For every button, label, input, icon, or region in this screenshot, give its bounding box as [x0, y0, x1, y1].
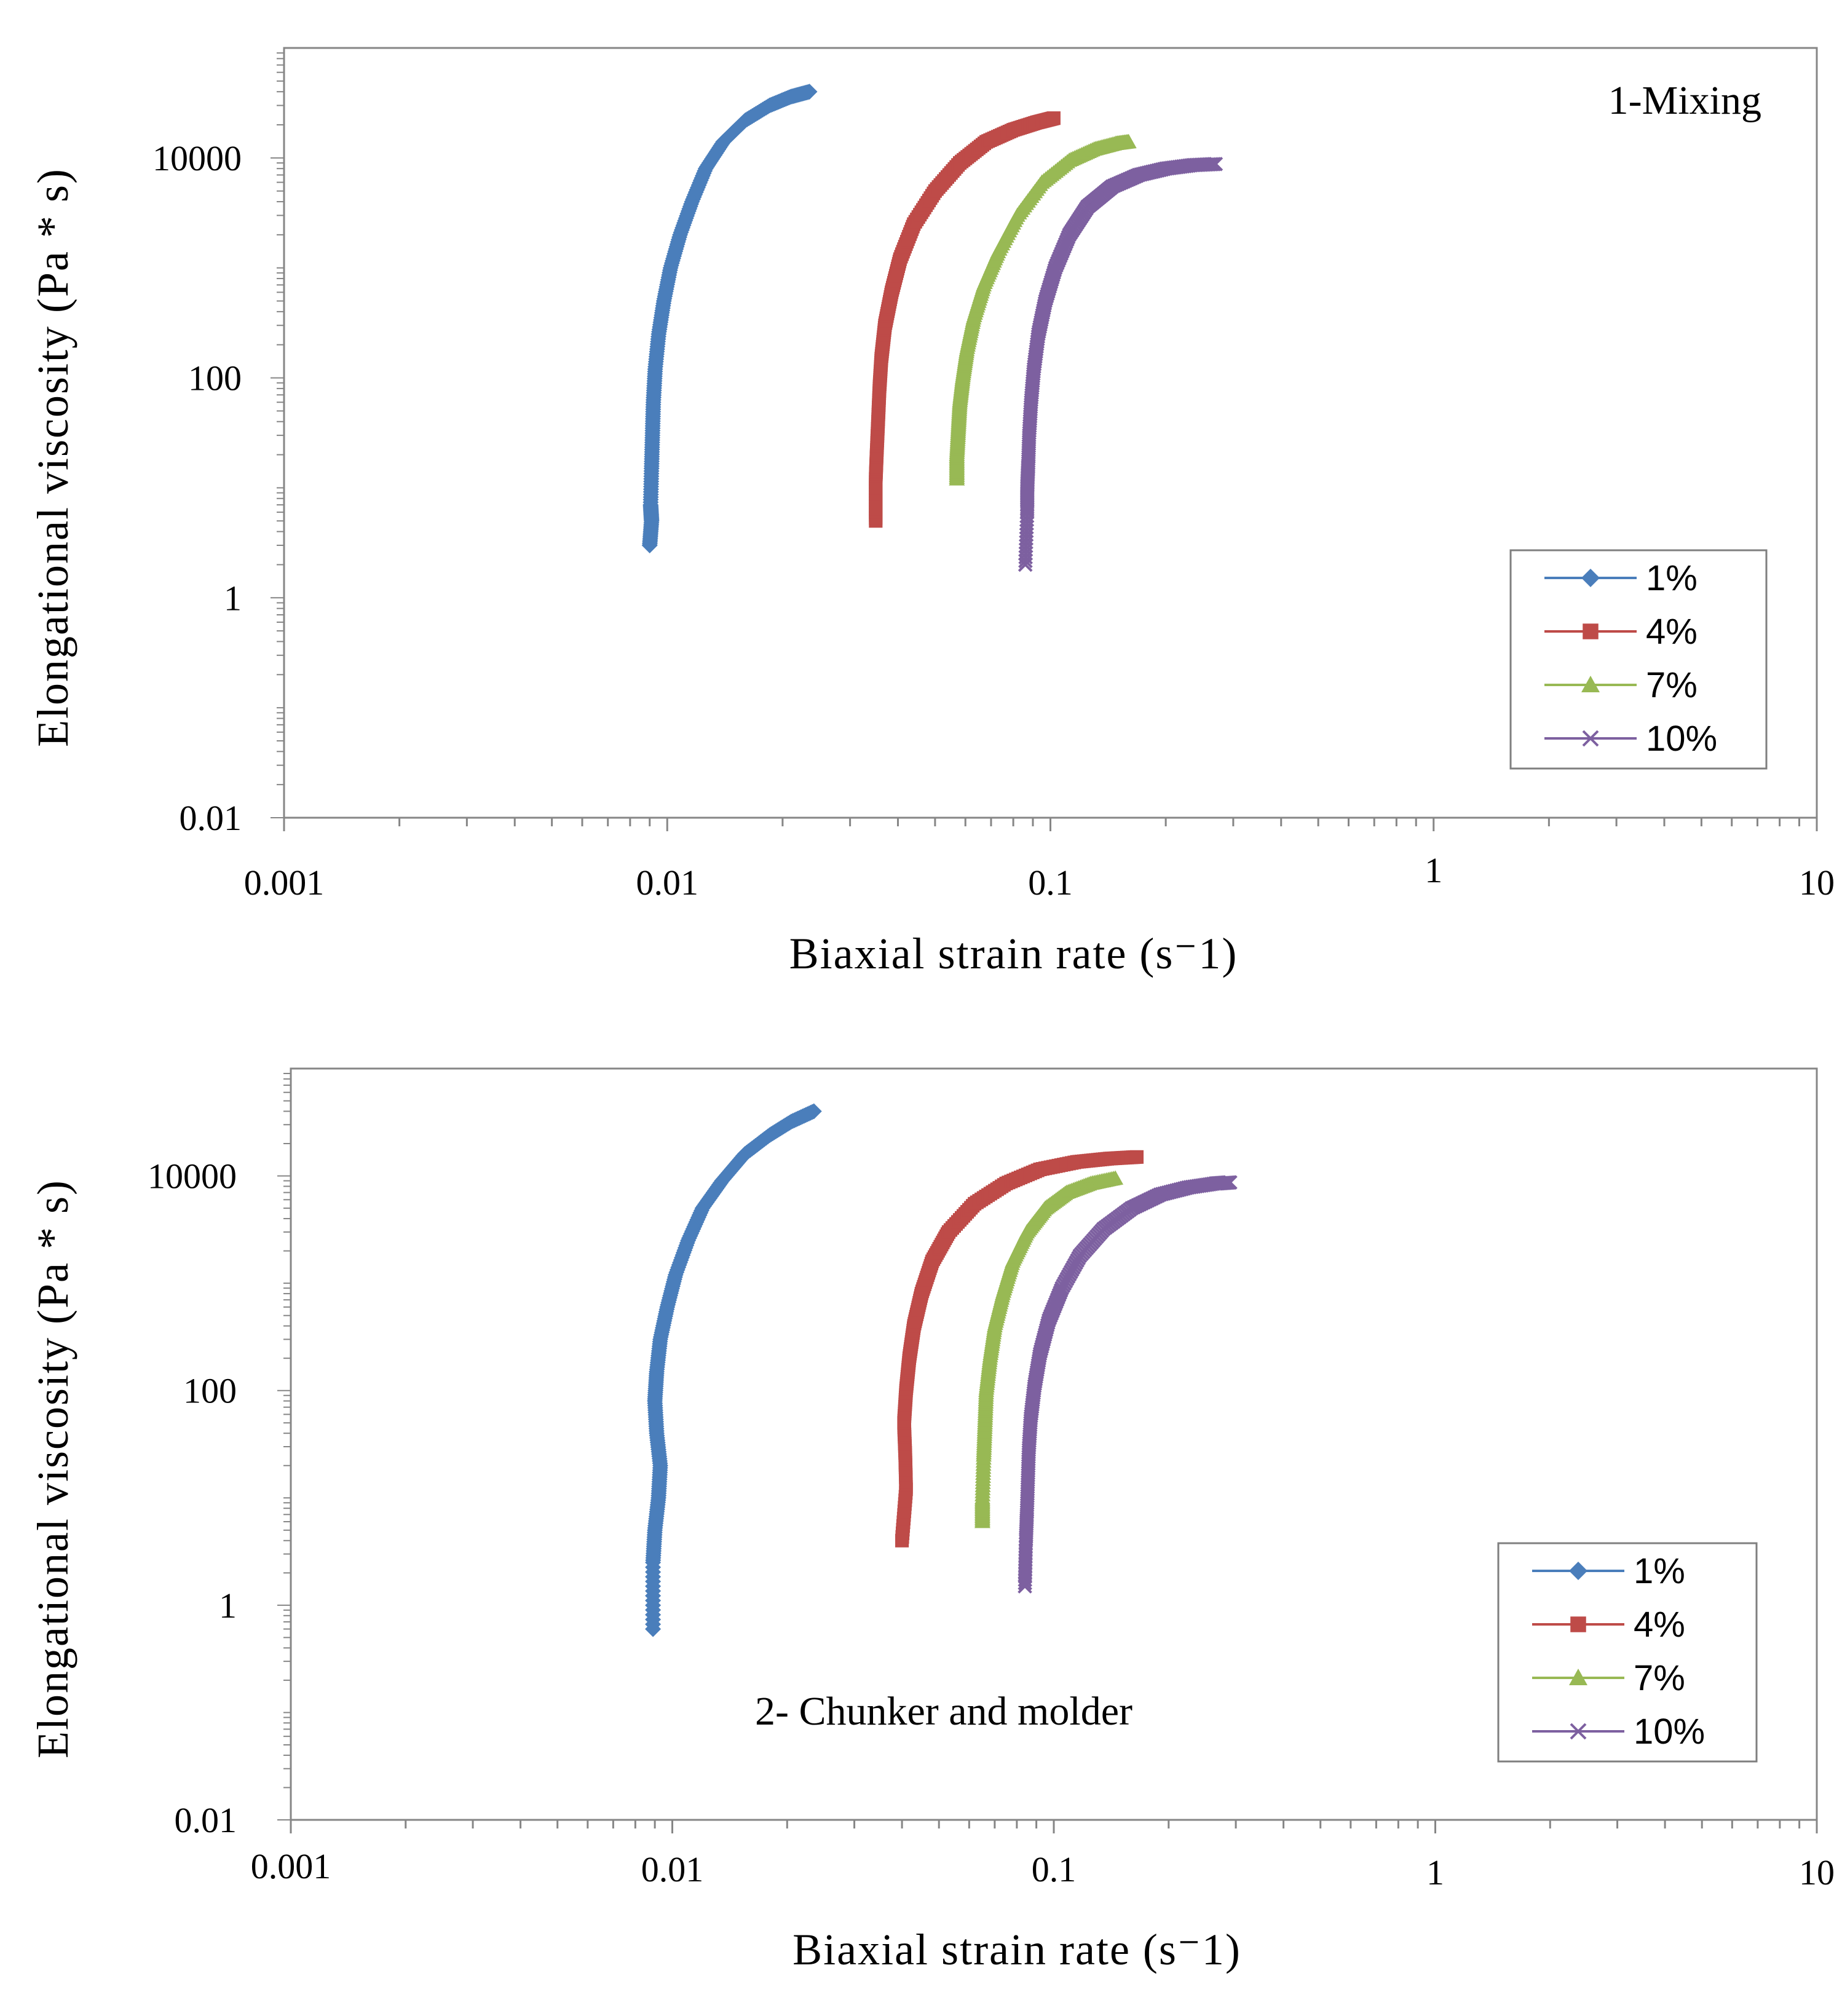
- data-point: [801, 84, 818, 100]
- legend-label: 4%: [1634, 1605, 1685, 1645]
- legend: 1% 4% 7% 10%: [1497, 1542, 1758, 1763]
- legend-item: 10%: [1532, 1712, 1705, 1752]
- legend-label: 10%: [1646, 719, 1717, 759]
- series-10pct: [1018, 1175, 1238, 1594]
- y-tick-label: 100: [188, 358, 242, 398]
- x-axis-label: Biaxial strain rate (s⁻1): [789, 929, 1238, 978]
- y-axis-ticks: [277, 1072, 291, 1820]
- x-tick-label: 0.1: [1028, 863, 1073, 903]
- triangle-marker-icon: [1581, 676, 1600, 692]
- x-marker-icon: [1570, 1723, 1587, 1740]
- series-7pct: [949, 133, 1137, 486]
- y-axis-label: Elongational viscosity (Pa * s): [28, 168, 77, 747]
- chart-chunker-molder: 0.001 0.01 0.1 1 10 0.01 1 100 10000 Biaxial stra…: [0, 1008, 1834, 2016]
- data-point: [1223, 1175, 1238, 1190]
- y-tick-label: 0.01: [175, 1800, 237, 1840]
- y-axis-label: Elongational viscosity (Pa * s): [28, 1179, 77, 1758]
- series-line: [648, 90, 810, 546]
- x-tick-label: 0.001: [244, 863, 325, 903]
- x-tick-label: 10: [1799, 863, 1834, 903]
- series-7pct: [974, 1170, 1124, 1528]
- series-line: [652, 1110, 815, 1629]
- x-tick-label: 10: [1799, 1852, 1834, 1892]
- chart-title: 1-Mixing: [1608, 78, 1761, 123]
- legend-label: 10%: [1634, 1712, 1705, 1752]
- diamond-marker-icon: [1569, 1562, 1587, 1580]
- y-tick-label: 10000: [148, 1156, 237, 1196]
- series-line: [901, 1155, 1137, 1541]
- x-tick-label: 0.01: [641, 1849, 704, 1889]
- legend: 1% 4% 7% 10%: [1509, 549, 1768, 770]
- y-tick-label: 1: [219, 1586, 237, 1626]
- legend-label: 1%: [1634, 1551, 1685, 1591]
- legend-item: 10%: [1544, 719, 1717, 759]
- x-tick-label: 0.001: [251, 1846, 331, 1886]
- x-axis-ticks: [290, 1820, 1818, 1833]
- x-tick-label: 1: [1425, 850, 1442, 890]
- square-marker-icon: [1570, 1616, 1586, 1632]
- square-marker-icon: [1583, 623, 1599, 639]
- legend-item: 7%: [1532, 1658, 1685, 1698]
- series-4pct: [869, 111, 1061, 528]
- legend-item: 4%: [1532, 1605, 1685, 1645]
- legend-label: 1%: [1646, 558, 1698, 598]
- data-point: [805, 1103, 822, 1120]
- y-tick-label: 10000: [152, 138, 242, 178]
- y-tick-label: 1: [224, 578, 242, 618]
- data-point: [1120, 133, 1137, 149]
- legend-box: [1497, 1542, 1758, 1763]
- legend-item: 4%: [1544, 612, 1698, 652]
- legend-item: 1%: [1532, 1551, 1685, 1591]
- x-tick-label: 1: [1426, 1852, 1444, 1892]
- y-tick-label: 100: [183, 1371, 237, 1411]
- series-1pct: [645, 1103, 822, 1637]
- data-point: [1046, 111, 1061, 125]
- x-axis-label: Biaxial strain rate (s⁻1): [792, 1925, 1241, 1974]
- data-point: [1129, 1150, 1144, 1164]
- series-line: [1024, 162, 1216, 565]
- data-point: [1107, 1170, 1124, 1185]
- y-tick-label: 0.01: [180, 798, 242, 838]
- x-axis-ticks: [283, 818, 1818, 831]
- series-4pct: [895, 1150, 1144, 1548]
- legend-item: 7%: [1544, 665, 1698, 705]
- series-line: [1024, 1181, 1231, 1587]
- chart-mixing: 0.001 0.01 0.1 1 10 0.01 1 100 10000 Biaxial stra…: [28, 47, 1834, 978]
- legend-label: 7%: [1646, 665, 1698, 705]
- x-marker-icon: [1582, 730, 1599, 747]
- series-1pct: [641, 84, 818, 553]
- diamond-marker-icon: [1581, 569, 1600, 587]
- legend-label: 7%: [1634, 1658, 1685, 1698]
- y-axis-ticks: [271, 52, 284, 818]
- legend-box: [1509, 549, 1768, 770]
- triangle-marker-icon: [1569, 1669, 1587, 1685]
- legend-item: 1%: [1544, 558, 1698, 598]
- chart-title: 2- Chunker and molder: [755, 1689, 1132, 1734]
- chart-chunker-molder-svg: 0.001 0.01 0.1 1 10 0.01 1 100 10000 Biaxial stra…: [28, 1067, 1834, 1974]
- legend-label: 4%: [1646, 612, 1698, 652]
- x-tick-label: 0.01: [636, 863, 699, 903]
- series-10pct: [1018, 156, 1223, 572]
- x-tick-label: 0.1: [1032, 1849, 1077, 1889]
- data-point: [1208, 156, 1223, 172]
